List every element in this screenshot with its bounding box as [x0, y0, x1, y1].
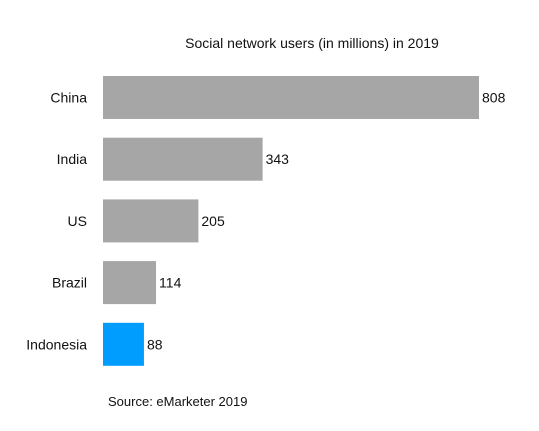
- source-note: Source: eMarketer 2019: [108, 394, 247, 409]
- value-label-brazil: 114: [159, 275, 182, 291]
- bar-india: [103, 137, 263, 181]
- category-label-us: US: [68, 213, 87, 229]
- chart-title: Social network users (in millions) in 20…: [185, 35, 439, 51]
- category-label-india: India: [57, 151, 88, 167]
- bar-china: [103, 76, 479, 119]
- bars-group: China 808 India 343 US 205 Brazil 114 Indonesia 8…: [26, 76, 506, 366]
- value-label-india: 343: [266, 151, 290, 167]
- value-label-china: 808: [482, 90, 506, 106]
- category-label-brazil: Brazil: [52, 275, 87, 291]
- value-label-indonesia: 88: [147, 336, 163, 352]
- bar-us: [103, 199, 199, 243]
- value-label-us: 205: [201, 213, 225, 229]
- category-label-indonesia: Indonesia: [26, 336, 87, 352]
- bar-indonesia: [103, 322, 144, 366]
- bar-brazil: [103, 261, 157, 305]
- category-label-china: China: [50, 90, 87, 106]
